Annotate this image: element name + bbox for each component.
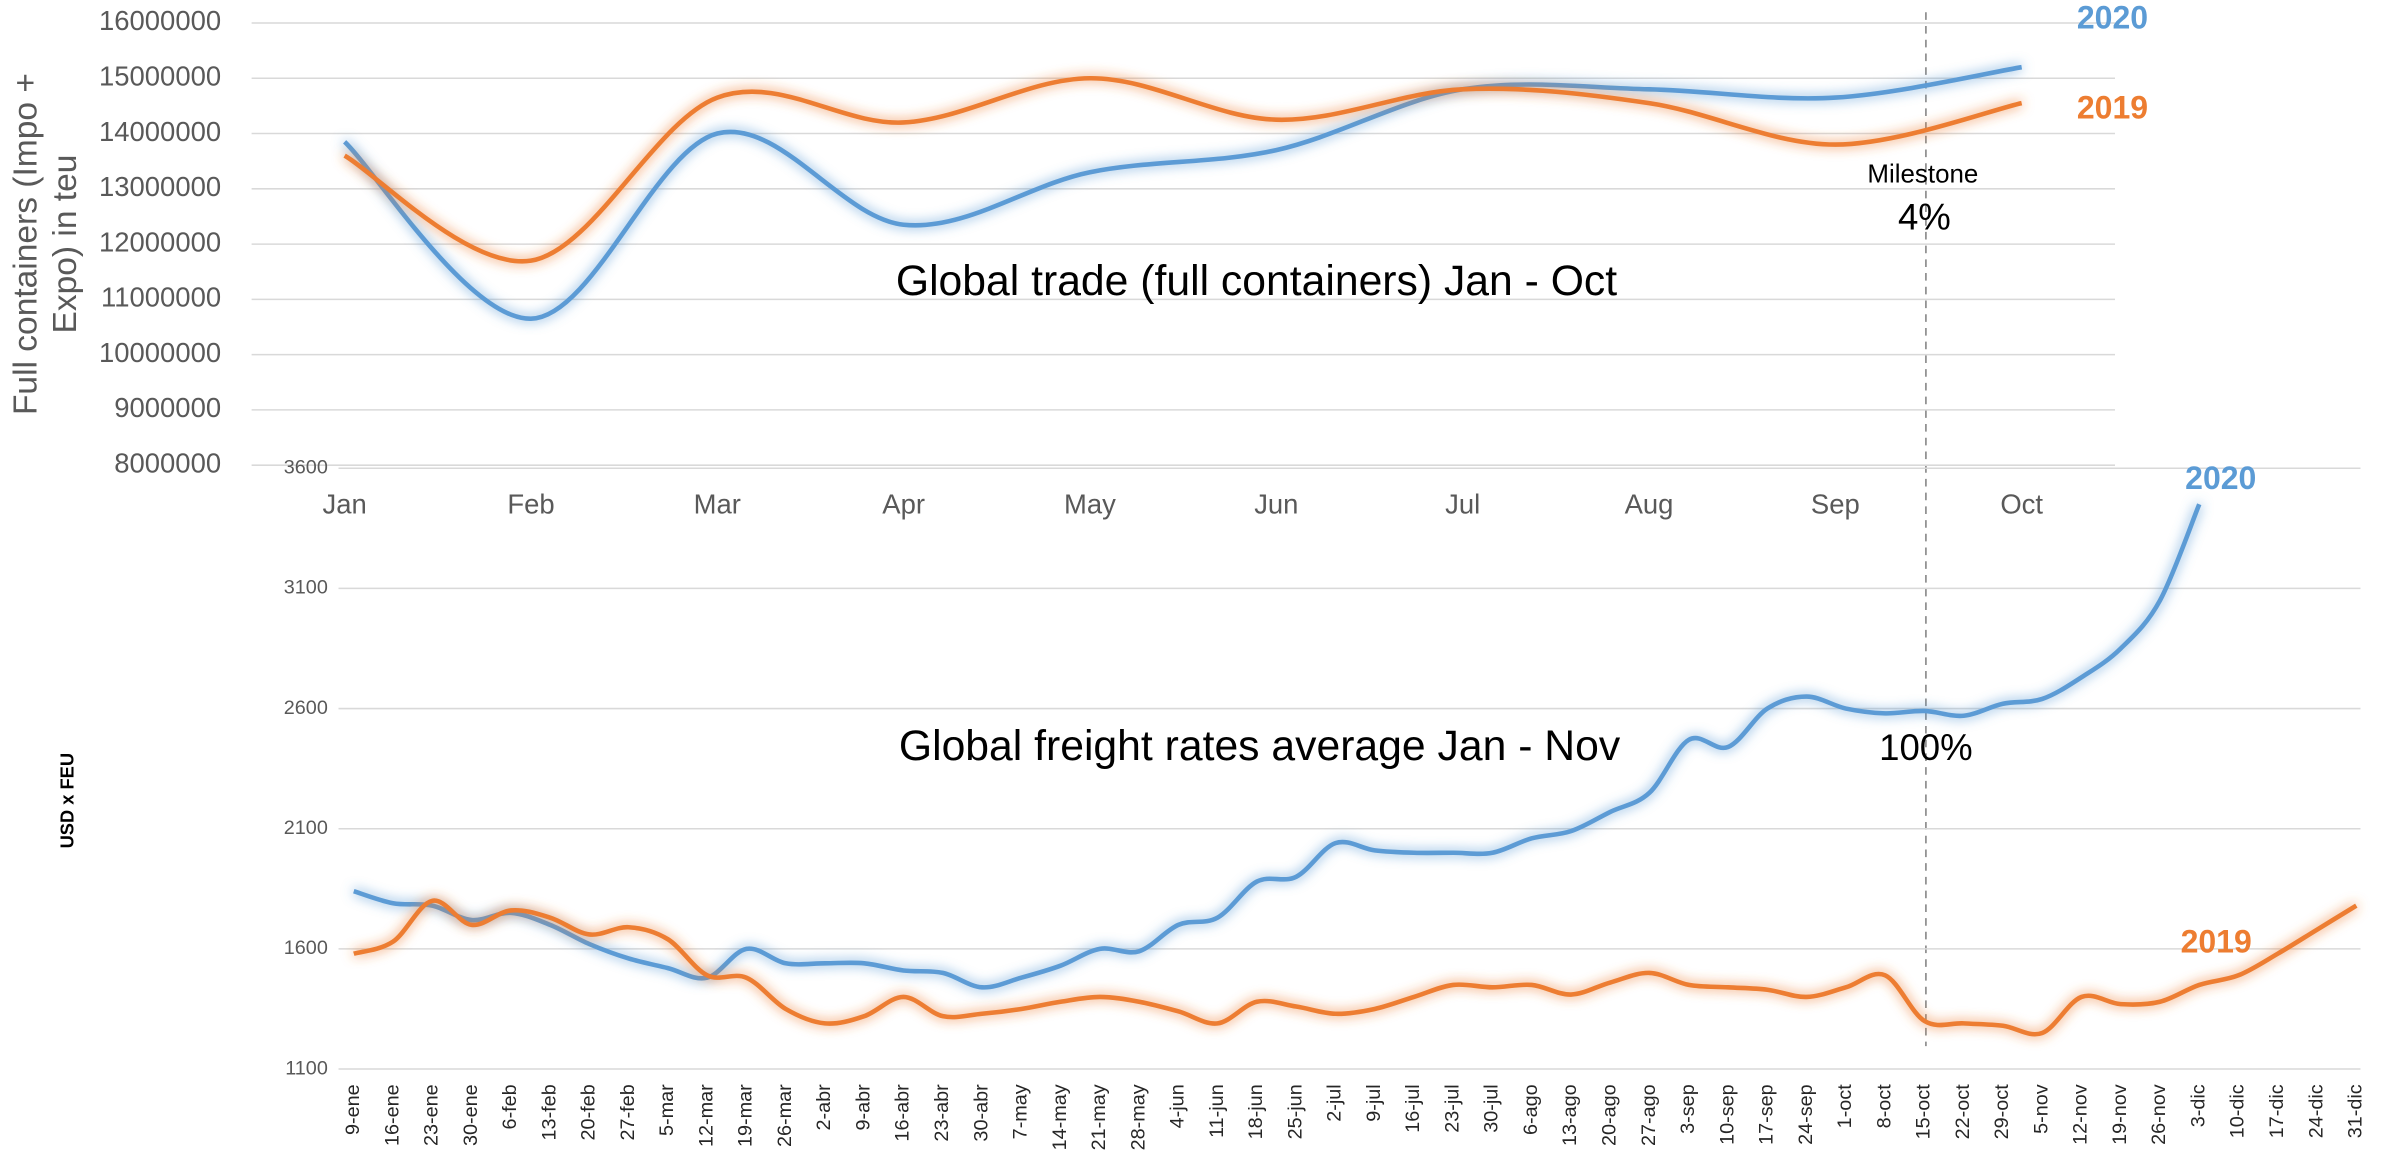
x-tick-label: 27-ago <box>1638 1084 1660 1146</box>
x-tick-label: 17-dic <box>2266 1084 2288 1138</box>
y-tick-label: 10000000 <box>99 337 221 368</box>
x-tick-label: 24-sep <box>1795 1084 1817 1145</box>
x-tick-label: 10-sep <box>1716 1084 1738 1145</box>
x-tick-label: 6-ago <box>1520 1084 1542 1135</box>
x-tick-label: 6-feb <box>499 1084 521 1129</box>
y-tick-label: 15000000 <box>99 60 221 91</box>
x-tick-label: 13-ago <box>1559 1084 1581 1146</box>
x-tick-label: Sep <box>1811 489 1860 520</box>
y-axis-label-line: Expo) in teu <box>47 155 84 334</box>
annotation: 100% <box>1879 727 1973 768</box>
x-tick-label: 5-nov <box>2030 1084 2052 1134</box>
y-tick-label: 13000000 <box>99 171 221 202</box>
chart-title: Global trade (full containers) Jan - Oct <box>896 257 1617 305</box>
x-tick-label: 16-ene <box>381 1084 403 1146</box>
series-line <box>353 898 2358 1037</box>
x-tick-label: Aug <box>1625 489 1674 520</box>
x-tick-label: 29-oct <box>1991 1084 2013 1140</box>
x-tick-label: Jul <box>1445 489 1480 520</box>
x-tick-label: 12-nov <box>2070 1084 2092 1145</box>
x-tick-label: 30-abr <box>970 1084 992 1142</box>
x-tick-label: 26-mar <box>774 1084 796 1147</box>
x-tick-label: 23-ene <box>421 1084 443 1146</box>
x-tick-label: Mar <box>694 489 741 520</box>
x-tick-label: 8-oct <box>1873 1084 1895 1129</box>
annotation: Milestone <box>1867 160 1978 188</box>
x-tick-label: 4-jun <box>1167 1084 1189 1128</box>
x-tick-label: 1-oct <box>1834 1084 1856 1129</box>
series-label: 2019 <box>2181 923 2252 959</box>
x-tick-label: 12-mar <box>695 1084 717 1147</box>
x-tick-label: 16-jul <box>1402 1084 1424 1132</box>
x-tick-label: 21-may <box>1088 1084 1110 1150</box>
x-tick-label: 28-may <box>1127 1084 1149 1150</box>
x-tick-label: Feb <box>507 489 554 520</box>
x-tick-label: 23-abr <box>931 1084 953 1142</box>
x-tick-label: 2-abr <box>813 1084 835 1131</box>
series-label: 2020 <box>2077 0 2148 35</box>
annotation: 4% <box>1898 196 1951 237</box>
x-tick-label: 30-ene <box>460 1084 482 1146</box>
y-tick-label: 1600 <box>284 937 328 959</box>
chart-title: Global freight rates average Jan - Nov <box>899 722 1621 770</box>
x-tick-label: 24-dic <box>2305 1084 2327 1138</box>
x-tick-label: Jun <box>1254 489 1298 520</box>
y-tick-label: 9000000 <box>114 392 221 423</box>
series-line <box>343 75 2023 264</box>
x-tick-label: 3-sep <box>1677 1084 1699 1134</box>
x-tick-label: 3-dic <box>2187 1084 2209 1127</box>
x-tick-label: 31-dic <box>2345 1084 2367 1138</box>
x-tick-label: 20-feb <box>578 1084 600 1140</box>
x-tick-label: 22-oct <box>1952 1084 1974 1140</box>
x-tick-label: 23-jul <box>1441 1084 1463 1132</box>
y-axis-label-line: Full containers (Impo + <box>7 73 44 415</box>
y-tick-label: 3100 <box>284 577 328 599</box>
x-tick-label: 7-may <box>1010 1084 1032 1139</box>
x-tick-label: 9-ene <box>342 1084 364 1135</box>
y-axis-label: Full containers (Impo + Expo) in teu <box>7 73 84 415</box>
x-tick-label: 25-jun <box>1284 1084 1306 1139</box>
y-tick-label: 12000000 <box>99 226 221 257</box>
x-tick-label: 11-jun <box>1206 1084 1228 1138</box>
x-tick-label: 27-feb <box>617 1084 639 1140</box>
x-tick-label: 18-jun <box>1245 1084 1267 1139</box>
x-tick-label: 26-nov <box>2148 1084 2170 1145</box>
x-tick-label: 30-jul <box>1481 1084 1503 1132</box>
x-tick-label: May <box>1064 489 1116 520</box>
x-tick-label: 10-dic <box>2227 1084 2249 1138</box>
y-tick-label: 1100 <box>285 1057 328 1079</box>
series-label: 2020 <box>2185 460 2256 496</box>
y-tick-label: 11000000 <box>101 282 221 313</box>
y-axis-label: USD x FEU <box>56 753 77 849</box>
x-tick-label: 13-feb <box>538 1084 560 1140</box>
x-tick-label: 9-jul <box>1363 1084 1385 1121</box>
x-tick-label: 16-abr <box>892 1084 914 1142</box>
x-tick-label: 20-ago <box>1598 1084 1620 1146</box>
series-label: 2019 <box>2077 89 2148 125</box>
x-tick-label: 2-jul <box>1324 1084 1346 1121</box>
x-tick-label: 19-mar <box>735 1084 757 1147</box>
y-tick-label: 14000000 <box>99 116 221 147</box>
x-tick-label: 9-abr <box>852 1084 874 1131</box>
series-line <box>353 503 2202 990</box>
x-tick-label: 17-sep <box>1756 1084 1778 1145</box>
x-tick-label: 19-nov <box>2109 1084 2131 1145</box>
x-tick-label: 5-mar <box>656 1084 678 1136</box>
y-tick-label: 2100 <box>284 817 328 839</box>
x-tick-label: 14-may <box>1049 1084 1071 1150</box>
y-tick-label: 2600 <box>284 697 328 719</box>
y-tick-label: 16000000 <box>99 5 221 36</box>
x-tick-label: Apr <box>882 489 925 520</box>
series-line <box>343 64 2023 321</box>
x-tick-label: 15-oct <box>1913 1084 1935 1140</box>
x-tick-label: Jan <box>322 489 366 520</box>
x-tick-label: Oct <box>2000 489 2043 520</box>
y-tick-label: 3600 <box>284 456 328 478</box>
y-tick-label: 8000000 <box>114 447 221 478</box>
